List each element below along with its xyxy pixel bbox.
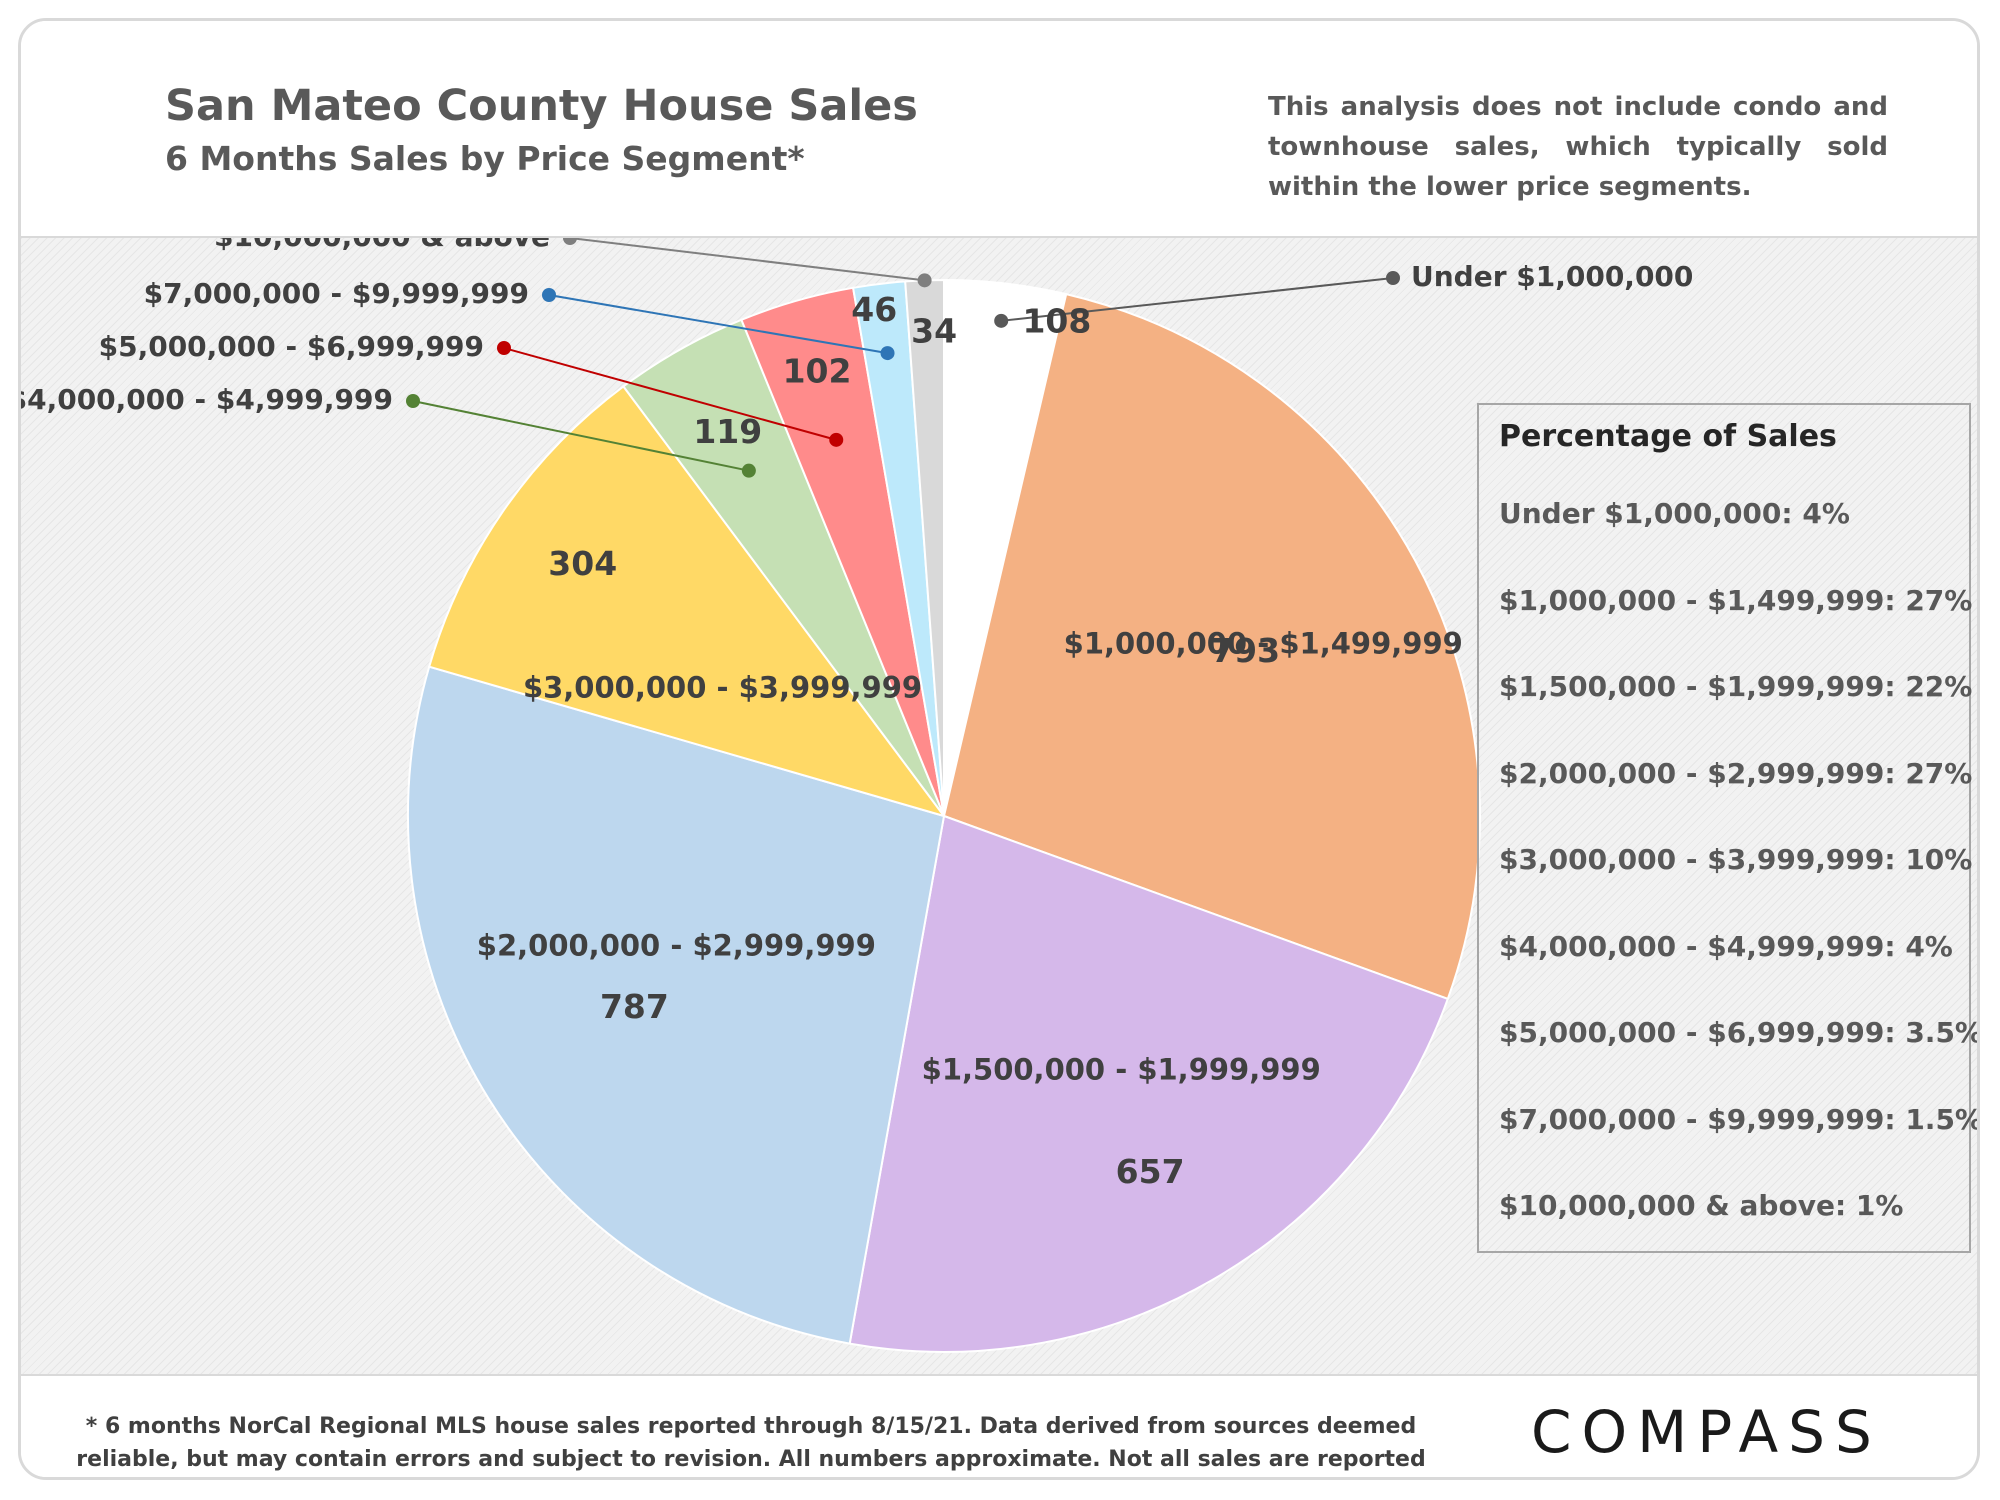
value-label-1-000-000-1-499-999: 793 [1211, 631, 1280, 670]
leader-end-dot-7-000-000-9-999-999 [542, 288, 556, 302]
legend-title: Percentage of Sales [1499, 419, 1837, 454]
pie-chart: 108 793 657 787 304 119 102 46 34 $1,000,000 - $1… [21, 238, 1693, 1353]
chart-card: San Mateo County House Sales 6 Months Sa… [18, 18, 1980, 1480]
pie-slice-1-000-000-1-499-999 [942, 292, 1481, 1001]
legend-item-1m-1-5m: $1,000,000 - $1,499,999: 27% [1499, 583, 1973, 617]
leader-end-dot-10-000-000-above [563, 238, 577, 245]
leader-line-7-000-000-9-999-999 [548, 294, 888, 355]
chart-subtitle: 6 Months Sales by Price Segment* [165, 139, 805, 178]
legend-item-5m-7m: $5,000,000 - $6,999,999: 3.5% [1499, 1016, 1980, 1049]
slice-label-1-000-000-1-499-999: $1,000,000 - $1,499,999 [1064, 627, 1463, 661]
pie-slice-3-000-000-3-999-999 [427, 385, 947, 818]
value-label-3-000-000-3-999-999: 304 [548, 544, 617, 583]
legend-item-under-1m: Under $1,000,000: 4% [1499, 497, 1850, 530]
analysis-note: This analysis does not include condo and… [1268, 92, 1888, 202]
leader-line-4-000-000-4-999-999 [412, 400, 750, 472]
value-label-10-000-000-above: 34 [911, 312, 957, 351]
slice-label-1-500-000-1-999-999: $1,500,000 - $1,999,999 [922, 1052, 1321, 1086]
footnote: * 6 months NorCal Regional MLS house sal… [76, 1414, 1426, 1472]
chart-title: San Mateo County House Sales [165, 81, 918, 131]
value-label-5-000-000-6-999-999: 102 [783, 351, 852, 390]
value-label-4-000-000-4-999-999: 119 [693, 412, 762, 451]
value-label-under-1-000-000: 108 [1022, 302, 1091, 341]
slice-label-2-000-000-2-999-999: $2,000,000 - $2,999,999 [477, 928, 876, 962]
leader-line-10-000-000-above [569, 238, 925, 282]
leader-end-dot-under-1-000-000 [1386, 271, 1400, 285]
legend-item-3m-4m: $3,000,000 - $3,999,999: 10% [1499, 843, 1973, 876]
compass-logo: COMPASS [1531, 1398, 1882, 1466]
leader-dot-4-000-000-4-999-999 [741, 463, 756, 478]
leader-dot-5-000-000-6-999-999 [829, 432, 844, 447]
legend-item-4m-5m: $4,000,000 - $4,999,999: 4% [1499, 929, 1953, 963]
chart-header: San Mateo County House Sales 6 Months Sa… [21, 21, 1977, 236]
leader-dot-under-1-000-000 [994, 313, 1009, 328]
leader-end-dot-5-000-000-6-999-999 [497, 341, 511, 355]
plot-area: 108 793 657 787 304 119 102 46 34 $1,000,000 - $1… [21, 236, 1977, 1376]
leader-dot-7-000-000-9-999-999 [880, 346, 895, 361]
leader-end-dot-4-000-000-4-999-999 [406, 394, 420, 408]
leader-line-under-1-000-000 [1001, 277, 1394, 322]
pie-slice-1-500-000-1-999-999 [848, 814, 1450, 1353]
leader-line-5-000-000-6-999-999 [503, 347, 837, 441]
legend-item-2m-3m: $2,000,000 - $2,999,999: 27% [1499, 756, 1973, 790]
outside-label-4-000-000-4-999-999: $4,000,000 - $4,999,999 [21, 383, 393, 416]
chart-footer: * 6 months NorCal Regional MLS house sal… [21, 1376, 1977, 1477]
outside-label-10-000-000-above: $10,000,000 & above [214, 238, 550, 253]
outside-label-5-000-000-6-999-999: $5,000,000 - $6,999,999 [99, 330, 484, 363]
legend-item-10m-above: $10,000,000 & above: 1% [1499, 1189, 1904, 1222]
outside-label-7-000-000-9-999-999: $7,000,000 - $9,999,999 [144, 277, 529, 310]
value-label-7-000-000-9-999-999: 46 [851, 290, 897, 329]
percentage-legend: Percentage of Sales Under $1,000,000: 4%… [1477, 403, 1977, 1253]
pie-slice-2-000-000-2-999-999 [407, 665, 946, 1345]
legend-item-7m-10m: $7,000,000 - $9,999,999: 1.5% [1499, 1102, 1980, 1136]
legend-list: Under $1,000,000: 4% $1,000,000 - $1,499… [1499, 497, 1980, 1276]
slice-label-3-000-000-3-999-999: $3,000,000 - $3,999,999 [523, 670, 922, 704]
legend-item-1-5m-2m: $1,500,000 - $1,999,999: 22% [1499, 670, 1973, 703]
outside-label-under-1-000-000: Under $1,000,000 [1411, 260, 1693, 293]
value-label-1-500-000-1-999-999: 657 [1116, 1152, 1185, 1191]
leader-dot-10-000-000-above [917, 273, 932, 288]
value-label-2-000-000-2-999-999: 787 [600, 987, 669, 1026]
